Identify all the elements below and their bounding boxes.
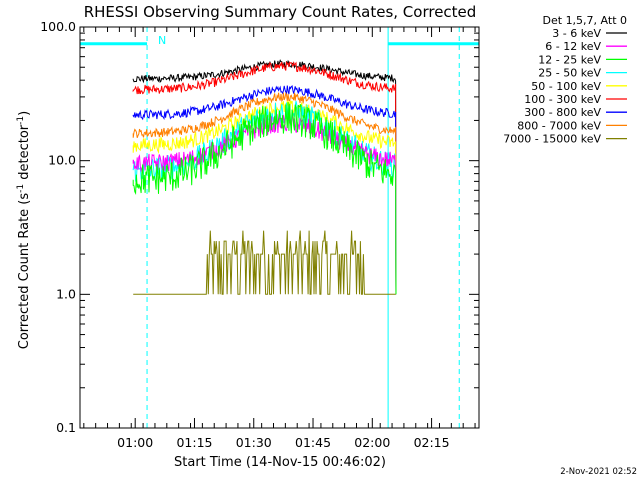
y-tick-label: 100.0 [40,19,76,34]
legend-label: 12 - 25 keV [538,53,601,66]
x-tick-label: 01:00 [117,435,153,450]
series-7000-15000-kev [133,230,396,295]
y-axis-label-main: Corrected Count Rate (s [17,193,32,350]
y-axis: 0.1 1.0 10.0 100.0 [40,19,479,435]
y-axis-label-end: ) [17,111,32,116]
legend-header: Det 1,5,7, Att 0 [543,14,627,27]
series-3-6-kev [132,59,397,295]
legend-label: 300 - 800 keV [524,106,601,119]
series-group [132,59,397,295]
legend-label: 7000 - 15000 keV [503,133,601,146]
y-axis-label: Corrected Count Rate (s-1 detector-1) [16,111,32,349]
mode-annotation-n: N [158,34,166,47]
chart-title: RHESSI Observing Summary Count Rates, Co… [84,3,477,21]
legend-label: 6 - 12 keV [545,40,601,53]
timestamp: 2-Nov-2021 02:52 [560,467,637,477]
y-axis-label-sup2: -1 [16,116,26,125]
series-300-800-kev [132,84,397,295]
y-tick-label: 10.0 [48,153,76,168]
series-12-25-kev [132,102,397,295]
series-800-7000-kev [132,91,397,295]
y-tick-label: 0.1 [56,420,76,435]
x-tick-label: 01:30 [236,435,272,450]
y-tick-label: 1.0 [56,286,76,301]
x-tick-label: 01:45 [295,435,331,450]
x-tick-label: 02:15 [414,435,450,450]
legend-label: 3 - 6 keV [552,27,601,40]
mode-overlay [79,27,479,428]
x-tick-label: 01:15 [176,435,212,450]
x-axis-label: Start Time (14-Nov-15 00:46:02) [174,455,386,470]
legend-label: 25 - 50 keV [538,67,601,80]
legend-label: 50 - 100 keV [531,80,601,93]
legend-label: 100 - 300 keV [524,93,601,106]
y-axis-label-sup1: -1 [16,184,26,193]
plot-frame [79,26,480,429]
legend-label: 800 - 7000 keV [517,119,601,132]
series-100-300-kev [132,61,397,295]
x-axis: 01:00 01:15 01:30 01:45 02:00 02:15 [83,27,476,450]
y-axis-label-mid: detector [17,124,32,184]
x-tick-label: 02:00 [354,435,390,450]
